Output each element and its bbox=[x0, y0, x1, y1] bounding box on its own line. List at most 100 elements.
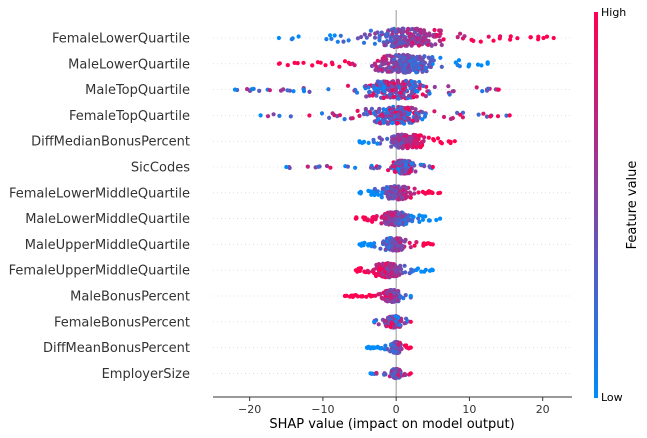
shap-point bbox=[420, 110, 425, 115]
shap-point bbox=[385, 299, 390, 304]
shap-point bbox=[438, 190, 443, 195]
shap-point bbox=[359, 34, 364, 40]
shap-point bbox=[365, 268, 370, 273]
shap-point bbox=[372, 41, 377, 46]
shap-point bbox=[402, 66, 407, 71]
shap-point bbox=[427, 218, 432, 223]
shap-point bbox=[396, 342, 401, 347]
shap-point bbox=[391, 273, 396, 279]
shap-point bbox=[401, 40, 406, 45]
shap-point bbox=[426, 55, 431, 60]
shap-point bbox=[395, 42, 400, 47]
shap-point bbox=[418, 145, 423, 150]
shap-point bbox=[376, 165, 382, 170]
shap-point bbox=[458, 31, 463, 36]
shap-point bbox=[363, 106, 368, 112]
shap-point bbox=[432, 84, 437, 90]
shap-point bbox=[375, 344, 380, 349]
shap-point bbox=[394, 267, 399, 272]
feature-label: FemaleTopQuartile bbox=[69, 109, 190, 124]
shap-point bbox=[416, 32, 421, 37]
shap-point bbox=[508, 34, 513, 39]
shap-point bbox=[387, 69, 392, 74]
shap-point bbox=[378, 291, 383, 297]
shap-point bbox=[469, 37, 474, 43]
shap-point bbox=[368, 346, 373, 351]
shap-point bbox=[357, 190, 362, 195]
shap-point bbox=[420, 92, 425, 97]
shap-point bbox=[427, 91, 432, 96]
shap-point bbox=[480, 89, 485, 94]
shap-point bbox=[404, 105, 409, 111]
shap-point bbox=[232, 87, 238, 92]
shap-point bbox=[408, 371, 413, 376]
shap-point bbox=[417, 54, 422, 59]
shap-point bbox=[414, 240, 419, 245]
shap-point bbox=[414, 64, 419, 69]
shap-point bbox=[394, 63, 399, 68]
shap-point bbox=[391, 217, 396, 222]
shap-point bbox=[410, 219, 415, 224]
shap-point bbox=[418, 82, 423, 87]
shap-point bbox=[404, 166, 409, 171]
shap-point bbox=[366, 243, 371, 248]
shap-point bbox=[385, 210, 390, 215]
shap-point bbox=[319, 111, 325, 116]
shap-point bbox=[392, 291, 397, 296]
shap-point bbox=[384, 110, 389, 116]
shap-point bbox=[395, 121, 400, 126]
shap-point bbox=[372, 244, 377, 249]
shap-point bbox=[400, 195, 405, 200]
shap-point bbox=[508, 37, 513, 42]
shap-point bbox=[467, 62, 472, 67]
shap-point bbox=[330, 111, 335, 116]
shap-point bbox=[377, 135, 382, 140]
feature-label: FemaleUpperMiddleQuartile bbox=[9, 264, 190, 279]
shap-point bbox=[401, 82, 406, 87]
shap-point bbox=[386, 272, 392, 277]
shap-point bbox=[389, 84, 395, 89]
shap-point bbox=[432, 27, 437, 33]
shap-point bbox=[375, 141, 380, 146]
shap-point bbox=[400, 120, 405, 125]
shap-point bbox=[439, 42, 444, 48]
shap-point bbox=[426, 62, 432, 67]
shap-point bbox=[398, 54, 403, 59]
shap-point bbox=[498, 34, 503, 39]
shap-point bbox=[371, 83, 376, 88]
shap-point bbox=[364, 94, 369, 99]
shap-point bbox=[271, 112, 276, 117]
shap-point bbox=[363, 83, 368, 88]
shap-point bbox=[328, 33, 333, 38]
shap-point bbox=[372, 61, 377, 66]
shap-point bbox=[381, 85, 386, 90]
shap-point bbox=[379, 30, 384, 35]
shap-point bbox=[403, 212, 408, 217]
shap-point bbox=[393, 248, 398, 253]
shap-point bbox=[389, 222, 394, 227]
shap-point bbox=[341, 39, 346, 44]
shap-point bbox=[403, 62, 408, 67]
shap-point bbox=[410, 36, 415, 41]
shap-point bbox=[439, 64, 444, 69]
feature-label: FemaleLowerMiddleQuartile bbox=[9, 186, 190, 201]
shap-point bbox=[390, 120, 395, 125]
shap-point bbox=[398, 29, 403, 34]
shap-point bbox=[385, 190, 390, 195]
shap-point bbox=[478, 39, 483, 44]
shap-point bbox=[462, 34, 467, 39]
shap-point bbox=[367, 93, 372, 98]
shap-point bbox=[458, 112, 463, 117]
shap-point bbox=[258, 113, 263, 118]
shap-point bbox=[404, 221, 409, 226]
shap-point bbox=[342, 293, 347, 299]
shap-point bbox=[375, 58, 380, 63]
shap-point bbox=[284, 164, 289, 170]
x-axis: −20 −10 0 10 20 bbox=[213, 396, 572, 416]
shap-point bbox=[376, 192, 381, 197]
shap-point bbox=[323, 63, 328, 68]
shap-point bbox=[409, 161, 414, 166]
shap-point bbox=[402, 115, 407, 120]
shap-point bbox=[357, 139, 362, 144]
